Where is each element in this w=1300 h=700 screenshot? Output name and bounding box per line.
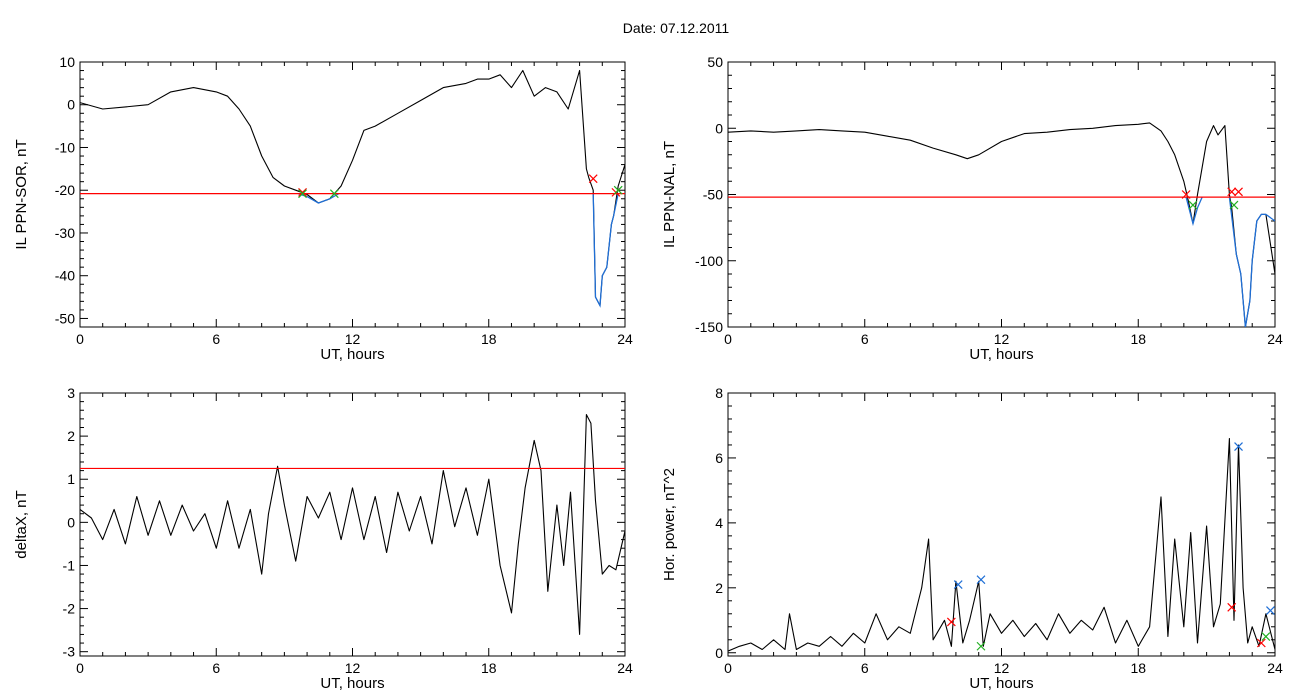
x-axis-label: UT, hours: [320, 346, 384, 363]
x-tick-label: 0: [76, 660, 84, 676]
highlight-segment: [1228, 197, 1275, 327]
x-tick-label: 6: [861, 660, 869, 676]
y-tick-label: 2: [67, 428, 75, 444]
x-tick-label: 24: [617, 660, 633, 676]
series-line: [80, 414, 625, 635]
marker-green: [329, 189, 339, 199]
chart-panel-2: 0 6 12 18 24 -150 -100 -50 0 50 UT, hours IL PPN-NA…: [661, 54, 1283, 363]
x-tick-label: 0: [724, 331, 732, 347]
marker-red: [1227, 602, 1237, 612]
marker-blue: [1234, 442, 1243, 451]
y-axis-label: IL PPN-SOR, nT: [13, 139, 30, 249]
marker-green: [298, 189, 307, 199]
marker-blue: [976, 575, 986, 585]
y-axis-label: IL PPN-NAL, nT: [661, 141, 678, 248]
marker-red: [588, 174, 598, 184]
plot-frame: [727, 392, 1276, 657]
x-tick-label: 0: [724, 660, 732, 676]
marker-green: [1229, 200, 1239, 210]
y-tick-label: 50: [707, 54, 723, 70]
y-tick-label: 10: [59, 54, 75, 70]
x-tick-label: 24: [1267, 660, 1283, 676]
marker-red: [1227, 187, 1237, 197]
y-tick-label: 4: [715, 515, 723, 531]
marker-red: [298, 187, 307, 197]
highlight-segment: [592, 193, 619, 308]
marker-red: [1256, 638, 1266, 648]
y-tick-label: -20: [55, 182, 75, 198]
y-tick-label: 8: [715, 385, 723, 401]
x-tick-label: 12: [345, 660, 361, 676]
y-tick-label: 0: [715, 120, 723, 136]
y-tick-label: 1: [67, 471, 75, 487]
marker-green: [1261, 632, 1271, 641]
x-tick-label: 24: [617, 331, 633, 347]
x-tick-label: 24: [1267, 331, 1283, 347]
y-tick-label: -150: [695, 319, 723, 335]
x-tick-label: 6: [212, 331, 220, 347]
x-tick-label: 6: [861, 331, 869, 347]
x-tick-label: 18: [1130, 331, 1146, 347]
y-tick-label: 0: [715, 645, 723, 661]
marker-red: [1181, 190, 1191, 199]
x-axis-label: UT, hours: [969, 675, 1033, 692]
chart-panel-1: 0 6 12 18 24 -50 -40 -30 -20 -10 0 10 UT, hours IL PP…: [13, 54, 633, 363]
plot-frame: [727, 61, 1276, 328]
x-tick-label: 12: [345, 331, 361, 347]
y-tick-label: -100: [695, 253, 723, 269]
y-tick-label: -10: [55, 139, 75, 155]
plot-frame: [79, 392, 626, 657]
marker-green: [1188, 200, 1198, 210]
y-tick-label: -2: [63, 601, 76, 617]
x-tick-label: 18: [481, 660, 497, 676]
y-tick-label: 2: [715, 580, 723, 596]
highlight-segment: [1185, 196, 1203, 227]
x-tick-label: 12: [994, 331, 1010, 347]
y-tick-label: -1: [63, 557, 76, 573]
y-axis-label: deltaX, nT: [13, 490, 30, 558]
plot-frame: [79, 61, 626, 328]
y-tick-label: -40: [55, 268, 75, 284]
x-tick-label: 6: [212, 660, 220, 676]
x-axis-label: UT, hours: [969, 346, 1033, 363]
x-tick-label: 12: [994, 660, 1010, 676]
y-tick-label: 3: [67, 385, 75, 401]
marker-red: [1234, 187, 1243, 197]
y-tick-label: -50: [55, 310, 75, 326]
marker-blue: [953, 580, 963, 589]
figure-title: Date: 07.12.2011: [623, 20, 730, 36]
y-tick-label: -50: [703, 187, 723, 203]
x-tick-label: 0: [76, 331, 84, 347]
marker-blue: [1266, 606, 1275, 615]
y-tick-label: 6: [715, 450, 723, 466]
y-tick-label: -30: [55, 225, 75, 241]
series-line: [80, 69, 625, 307]
y-tick-label: 0: [67, 97, 75, 113]
marker-green: [613, 185, 623, 195]
x-axis-label: UT, hours: [320, 675, 384, 692]
y-axis-label: Hor. power, nT^2: [661, 468, 678, 581]
marker-green: [976, 641, 986, 651]
x-tick-label: 18: [1130, 660, 1146, 676]
x-tick-label: 18: [481, 331, 497, 347]
y-tick-label: -3: [63, 644, 76, 660]
series-line: [728, 437, 1275, 652]
marker-red: [946, 617, 956, 627]
y-tick-label: 0: [67, 514, 75, 530]
